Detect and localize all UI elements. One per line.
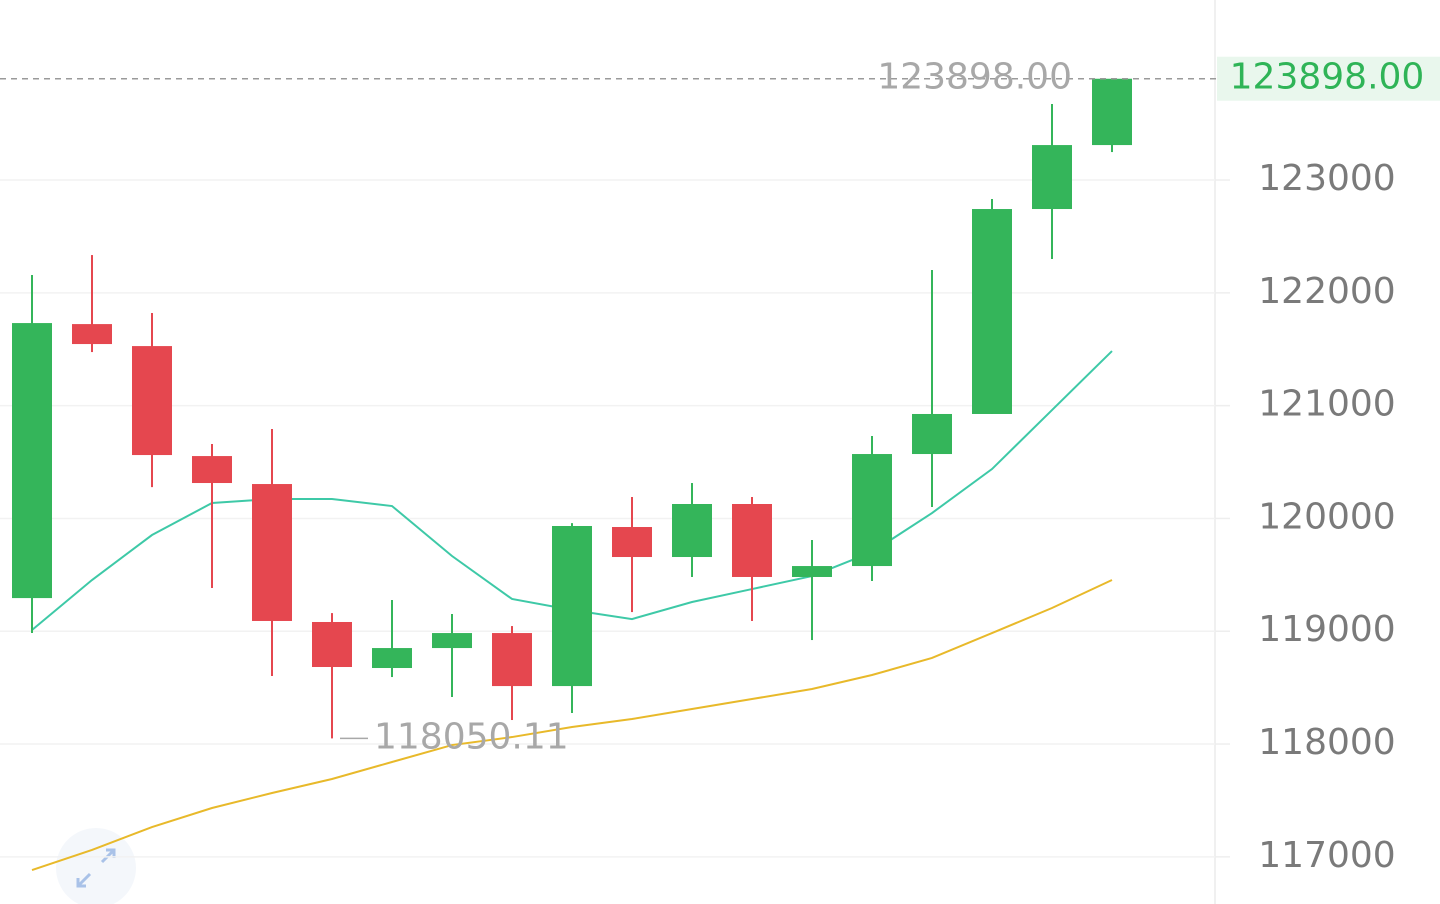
candle-body	[492, 633, 532, 687]
candle-body	[312, 621, 352, 668]
candle-body	[372, 648, 412, 669]
candle-body	[192, 456, 232, 484]
y-tick-label: 120000	[1258, 496, 1395, 537]
candle-body	[252, 484, 292, 621]
candle-body	[732, 504, 772, 577]
candle-body	[132, 346, 172, 456]
y-tick-label: 117000	[1258, 835, 1395, 876]
y-tick-label: 123000	[1258, 158, 1395, 199]
candle-body	[852, 454, 892, 567]
min-label: 118050.11	[374, 716, 569, 757]
candle-body	[72, 324, 112, 345]
candle-body	[552, 525, 592, 687]
candle-body	[612, 527, 652, 558]
y-tick-label: 118000	[1258, 722, 1395, 763]
candle-body	[792, 566, 832, 577]
candle-body	[1092, 78, 1132, 146]
last-price-badge	[1217, 56, 1440, 101]
ma-line	[31, 579, 1113, 871]
y-tick-label: 119000	[1258, 609, 1395, 650]
max-label: 123898.00	[877, 57, 1072, 98]
candle-body	[1032, 145, 1072, 210]
candle-body	[432, 633, 472, 649]
y-tick-label: 122000	[1258, 271, 1395, 312]
expand-button[interactable]	[56, 828, 136, 904]
candle-body	[12, 323, 52, 599]
y-tick-label: 121000	[1258, 384, 1395, 425]
candle-body	[912, 413, 952, 455]
candle-body	[672, 504, 712, 558]
candle-body	[972, 209, 1012, 414]
last-price-label: 123898.00	[1230, 57, 1425, 98]
